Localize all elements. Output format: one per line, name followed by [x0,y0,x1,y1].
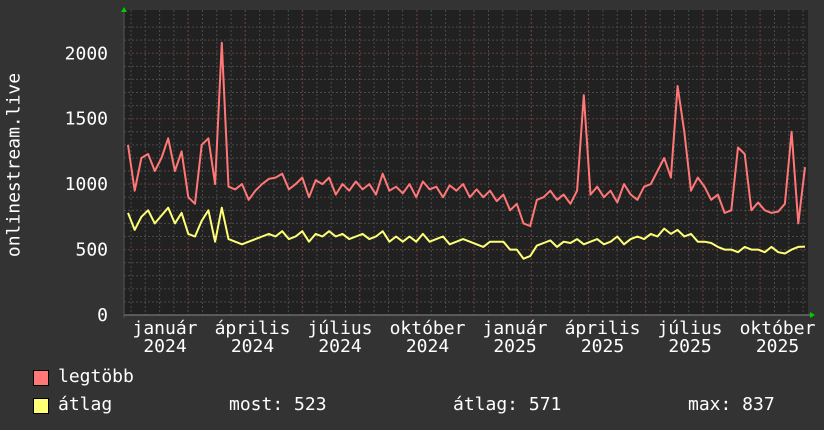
x-tick-label: július 2025 [657,318,723,357]
plot-area [124,10,808,315]
y-tick-label: 500 [75,240,108,261]
y-tick-label: 1500 [65,109,108,130]
y-tick-label: 1000 [65,174,108,195]
x-tick-label: január 2025 [482,318,548,357]
x-tick-label: április 2025 [564,318,641,357]
x-tick-label: július 2024 [307,318,373,357]
y-tick-label: 2000 [65,43,108,64]
legend-average-value: átlag: 571 [453,394,562,415]
series-line-avg [127,206,806,260]
legend-max-value: max: 837 [688,394,775,415]
legend-label-max: legtöbb [58,366,134,387]
legend-now-value: most: 523 [229,394,327,415]
y-axis-arrow-icon [121,7,127,12]
x-tick-label: október 2025 [739,318,816,357]
x-axis-arrow-icon [810,312,815,318]
legend-swatch-avg [33,398,49,414]
y-tick-label: 0 [97,305,108,326]
legend-label-avg: átlag [58,394,113,415]
y-axis-title: onlinestream.live [3,72,25,258]
legend-swatch-max [33,370,49,386]
series-line-max [127,41,806,227]
x-tick-label: január 2024 [132,318,198,357]
x-tick-label: április 2024 [214,318,291,357]
x-tick-label: október 2024 [389,318,466,357]
